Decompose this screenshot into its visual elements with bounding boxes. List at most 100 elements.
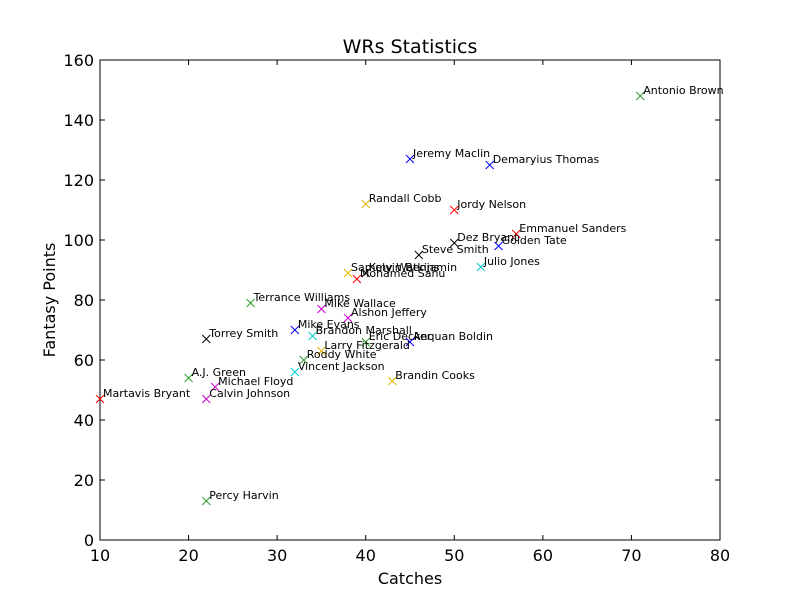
data-point: Mohamed Sanu	[352, 267, 446, 284]
data-point: Sammy Watkins	[343, 261, 440, 278]
point-label: Julio Jones	[483, 255, 540, 268]
point-marker	[201, 496, 211, 506]
point-label: Brandon Marshall	[316, 324, 412, 337]
data-point: Martavis Bryant	[95, 387, 191, 404]
point-marker	[405, 154, 415, 164]
point-label: Mohamed Sanu	[360, 267, 446, 280]
data-point: Jeremy Maclin	[405, 147, 490, 164]
y-tick-label: 60	[74, 351, 94, 370]
point-label: Calvin Johnson	[209, 387, 290, 400]
point-marker	[511, 229, 521, 239]
data-point: Terrance Williams	[246, 291, 351, 308]
y-tick-label: 100	[63, 231, 94, 250]
point-marker	[95, 394, 105, 404]
y-tick-label: 0	[84, 531, 94, 550]
data-point: Emmanuel Sanders	[511, 222, 627, 239]
data-point: Demaryius Thomas	[485, 153, 600, 170]
y-tick-label: 40	[74, 411, 94, 430]
data-point: Torrey Smith	[201, 327, 278, 344]
point-marker	[343, 268, 353, 278]
point-label: Terrance Williams	[253, 291, 351, 304]
point-marker	[352, 274, 362, 284]
point-marker	[405, 337, 415, 347]
point-marker	[184, 373, 193, 383]
point-label: Jordy Nelson	[456, 198, 526, 211]
x-tick-label: 40	[356, 546, 376, 565]
x-tick-label: 30	[267, 546, 287, 565]
point-label: Demaryius Thomas	[493, 153, 600, 166]
point-marker	[485, 160, 495, 170]
data-point: Steve Smith	[414, 243, 489, 260]
data-point: Antonio Brown	[635, 84, 724, 101]
point-label: Sammy Watkins	[351, 261, 440, 274]
y-tick-label: 140	[63, 111, 94, 130]
point-marker	[387, 376, 397, 386]
point-label: A.J. Green	[192, 366, 246, 379]
point-marker	[201, 334, 211, 344]
point-label: Mike Evans	[298, 318, 360, 331]
point-label: Steve Smith	[422, 243, 489, 256]
data-point: Dez Bryant	[449, 231, 519, 248]
x-tick-label: 50	[444, 546, 464, 565]
data-point: Roddy White	[299, 348, 377, 365]
point-label: Golden Tate	[502, 234, 567, 247]
point-marker	[414, 250, 424, 260]
data-point: Julio Jones	[476, 255, 540, 272]
data-point: Kelvin Benjamin	[361, 261, 457, 278]
data-point: A.J. Green	[184, 366, 246, 383]
point-marker	[299, 355, 309, 365]
data-point: Alshon Jeffery	[343, 306, 427, 323]
point-marker	[290, 367, 300, 377]
point-marker	[290, 325, 300, 335]
point-marker	[201, 394, 211, 404]
point-label: Alshon Jeffery	[351, 306, 427, 319]
point-marker	[449, 238, 459, 248]
point-marker	[317, 346, 326, 356]
point-marker	[246, 298, 255, 308]
point-marker	[308, 331, 317, 341]
data-point: Mike Wallace	[317, 297, 396, 314]
y-axis: 0 20 40 60 80 100 120 140 160	[63, 51, 720, 550]
data-point: Brandin Cooks	[387, 369, 475, 386]
data-point: Golden Tate	[494, 234, 567, 251]
point-label: Jeremy Maclin	[412, 147, 490, 160]
point-label: Randall Cobb	[369, 192, 442, 205]
x-tick-label: 80	[710, 546, 730, 565]
point-label: Antonio Brown	[643, 84, 723, 97]
data-point: Calvin Johnson	[201, 387, 290, 404]
x-axis-label: Catches	[378, 569, 442, 588]
point-marker	[343, 313, 353, 323]
x-tick-label: 20	[178, 546, 198, 565]
point-marker	[494, 241, 503, 251]
point-label: Emmanuel Sanders	[519, 222, 626, 235]
data-point: Michael Floyd	[210, 375, 293, 392]
data-point: Larry Fitzgerald	[317, 339, 410, 356]
y-tick-label: 160	[63, 51, 94, 70]
point-label: Vincent Jackson	[298, 360, 385, 373]
point-marker	[317, 304, 326, 314]
point-label: Torrey Smith	[208, 327, 278, 340]
point-label: Roddy White	[307, 348, 377, 361]
point-label: Anquan Boldin	[413, 330, 493, 343]
plot-frame	[99, 59, 721, 541]
data-point: Anquan Boldin	[405, 330, 493, 347]
data-point: Mike Evans	[290, 318, 360, 335]
chart-title: WRs Statistics	[343, 36, 478, 58]
data-point: Eric Decker	[361, 330, 432, 347]
point-label: Michael Floyd	[218, 375, 293, 388]
point-label: Larry Fitzgerald	[324, 339, 409, 352]
point-label: Brandin Cooks	[395, 369, 475, 382]
point-label: Eric Decker	[369, 330, 432, 343]
point-marker	[361, 268, 371, 278]
point-label: Dez Bryant	[457, 231, 519, 244]
y-tick-label: 20	[74, 471, 94, 490]
x-axis: 10 20 30 40 50 60 70 80	[90, 60, 730, 565]
x-tick-label: 60	[533, 546, 553, 565]
point-label: Martavis Bryant	[103, 387, 191, 400]
point-marker	[361, 199, 371, 209]
data-point: Brandon Marshall	[308, 324, 412, 341]
point-marker	[635, 91, 645, 101]
point-marker	[361, 337, 371, 347]
data-point: Percy Harvin	[201, 489, 279, 506]
